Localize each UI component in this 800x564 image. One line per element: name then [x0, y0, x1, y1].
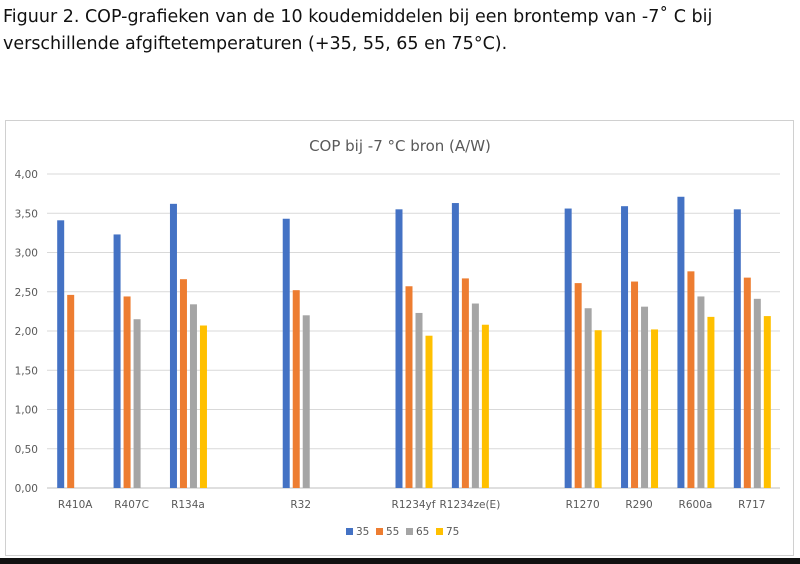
- y-tick-label: 1,50: [15, 365, 38, 377]
- x-tick-label: R32: [290, 499, 311, 511]
- bar-R407C-65: [133, 319, 141, 488]
- bar-R717-35: [733, 209, 741, 488]
- x-tick-label: R717: [738, 499, 765, 511]
- y-tick-label: 3,00: [15, 248, 38, 260]
- x-tick-label: R1234ze(E): [439, 499, 500, 511]
- bar-R134a-75: [199, 325, 207, 488]
- x-tick-label: R1270: [566, 499, 600, 511]
- legend-swatch-65: [406, 528, 413, 535]
- bar-R600a-35: [677, 196, 685, 488]
- bar-R717-75: [763, 316, 771, 488]
- bar-R407C-55: [123, 296, 131, 488]
- bar-R410A-35: [57, 220, 65, 488]
- bar-R1234ze(E)-35: [451, 203, 459, 489]
- y-tick-label: 3,50: [15, 208, 38, 220]
- bar-R32-35: [282, 218, 290, 488]
- bar-R134a-35: [169, 203, 177, 488]
- bar-R600a-65: [697, 296, 705, 488]
- y-tick-label: 4,00: [15, 169, 38, 181]
- bar-R600a-75: [707, 316, 715, 488]
- y-tick-label: 2,00: [15, 326, 38, 338]
- x-tick-label: R600a: [679, 499, 713, 511]
- legend-swatch-55: [376, 528, 383, 535]
- chart-title: COP bij -7 °C bron (A/W): [309, 137, 491, 155]
- bar-R410A-55: [67, 294, 75, 488]
- bar-R290-35: [621, 206, 629, 488]
- bar-R600a-55: [687, 271, 695, 488]
- y-tick-label: 0,00: [15, 483, 38, 495]
- bar-R1234ze(E)-55: [461, 278, 469, 488]
- bar-R1234yf-65: [415, 312, 423, 488]
- bar-R1234yf-75: [425, 335, 433, 488]
- x-tick-label: R1234yf: [392, 499, 436, 511]
- bar-R717-55: [743, 277, 751, 488]
- x-tick-label: R290: [625, 499, 652, 511]
- bar-R1234yf-55: [405, 286, 413, 488]
- y-tick-label: 0,50: [15, 444, 38, 456]
- x-tick-label: R410A: [58, 499, 93, 511]
- bar-R1270-65: [584, 308, 592, 488]
- bar-R1270-75: [594, 330, 602, 488]
- page-bottom-border: [0, 558, 800, 564]
- legend-label-75: 75: [446, 526, 459, 538]
- bar-R1234ze(E)-75: [481, 324, 489, 488]
- bar-R134a-55: [179, 279, 187, 488]
- legend-label-35: 35: [356, 526, 369, 538]
- bar-R290-65: [641, 306, 649, 488]
- figure-caption: Figuur 2. COP-grafieken van de 10 koudem…: [3, 7, 713, 54]
- bar-R134a-65: [189, 304, 197, 488]
- bar-R1234yf-35: [395, 209, 403, 488]
- bar-R1234ze(E)-65: [471, 303, 479, 488]
- bar-R407C-35: [113, 234, 121, 488]
- legend-label-65: 65: [416, 526, 429, 538]
- bar-R290-75: [651, 329, 659, 488]
- bar-R290-55: [631, 281, 639, 488]
- bar-R32-55: [292, 290, 300, 488]
- chart-frame: [5, 120, 794, 556]
- y-tick-label: 2,50: [15, 287, 38, 299]
- x-tick-label: R134a: [171, 499, 205, 511]
- bar-R1270-35: [564, 208, 572, 489]
- bar-R717-65: [753, 298, 761, 488]
- bar-R32-65: [302, 315, 310, 488]
- legend-swatch-35: [346, 528, 353, 535]
- x-tick-label: R407C: [114, 499, 149, 511]
- y-tick-label: 1,00: [15, 405, 38, 417]
- legend-swatch-75: [436, 528, 443, 535]
- legend-label-55: 55: [386, 526, 399, 538]
- bar-R1270-55: [574, 283, 582, 488]
